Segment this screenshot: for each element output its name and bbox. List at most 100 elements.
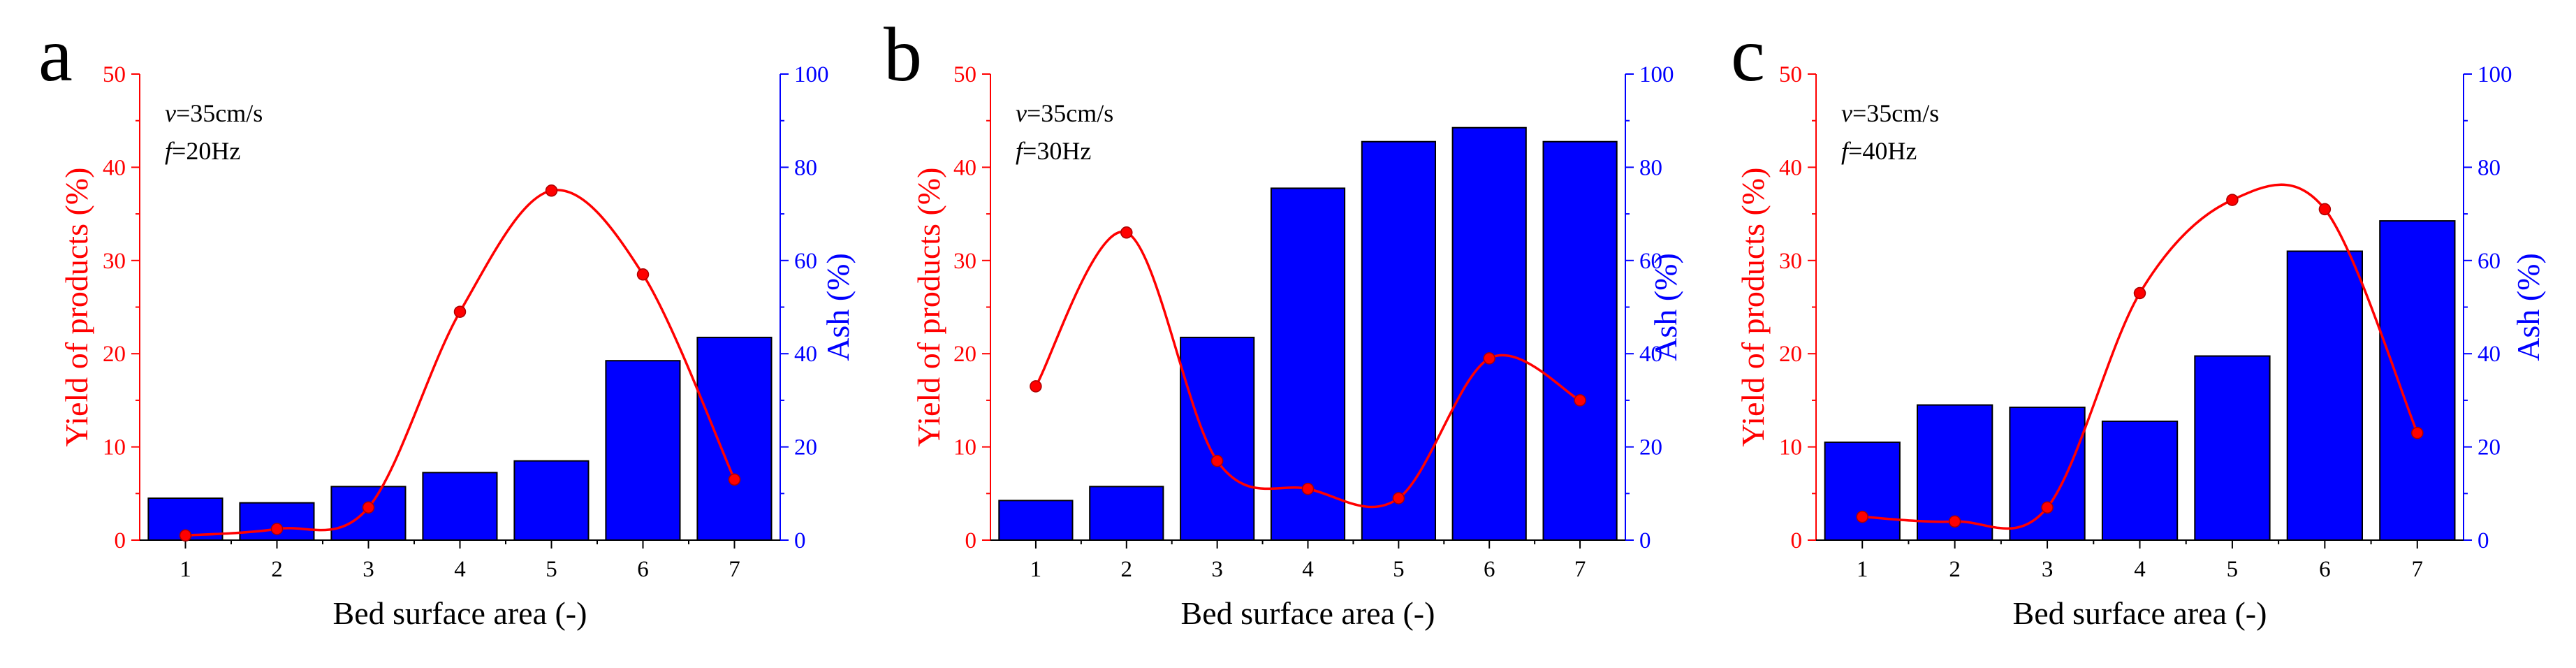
yield-point-7	[728, 473, 741, 486]
yield-point-4	[1301, 482, 1315, 495]
yield-point-3	[2041, 501, 2054, 514]
left-tick-label: 0	[965, 528, 977, 553]
ash-bar-4	[422, 472, 498, 541]
x-tick-label: 3	[363, 557, 374, 582]
x-axis-title: Bed surface area (-)	[2013, 595, 2267, 631]
right-tick-label: 100	[1639, 62, 1674, 87]
left-tick-label: 40	[103, 155, 126, 180]
ash-bar-6	[1451, 126, 1527, 541]
left-tick-label: 50	[103, 62, 126, 87]
right-tick-label: 40	[794, 342, 817, 367]
left-tick-label: 10	[1779, 435, 1802, 460]
right-tick-label: 80	[794, 155, 817, 180]
x-tick-label: 7	[729, 557, 740, 582]
yield-point-4	[453, 305, 467, 318]
ash-bar-6	[605, 360, 681, 541]
x-tick-label: 5	[2227, 557, 2239, 582]
condition-frequency: f=20Hz	[165, 137, 240, 165]
ash-bar-3	[2009, 406, 2086, 542]
yield-point-1	[1856, 510, 1868, 523]
chart-panel-a: a 0 10 20 30 40 50 0 20 40 60 80 100 1 2 3 4 5 6 7 Bed surfa…	[38, 12, 856, 631]
condition-frequency-value: =20Hz	[172, 137, 240, 165]
yield-point-6	[2318, 203, 2332, 216]
yield-point-1	[179, 529, 192, 542]
x-axis-title: Bed surface area (-)	[333, 595, 587, 631]
x-tick-label: 1	[1030, 557, 1042, 582]
right-tick-label: 40	[1639, 342, 1662, 367]
yield-point-6	[636, 268, 650, 281]
right-tick-label: 100	[2478, 62, 2512, 87]
x-axis-title: Bed surface area (-)	[1181, 595, 1435, 631]
right-tick-label: 60	[794, 249, 817, 274]
x-tick-label: 2	[1121, 557, 1133, 582]
left-tick-label: 30	[953, 249, 976, 274]
ash-bar-4	[1270, 187, 1346, 541]
yield-point-2	[270, 523, 284, 535]
condition-velocity: v=35cm/s	[1016, 99, 1113, 127]
right-axis-title: Ash (%)	[2510, 253, 2546, 361]
condition-velocity-symbol: v	[1841, 99, 1852, 127]
x-tick-label: 6	[1484, 557, 1495, 582]
yield-curve	[185, 189, 736, 537]
right-tick-label: 60	[1639, 249, 1662, 274]
yield-point-5	[545, 184, 558, 197]
yield-point-1	[1030, 380, 1042, 393]
ash-bar-1	[1824, 441, 1901, 542]
left-axis-title: Yield of products (%)	[1735, 168, 1771, 447]
condition-frequency: f=40Hz	[1841, 137, 1917, 165]
chart-panel-b: b 0 10 20 30 40 50 0 20 40 60 80 100 1 2 3 4 5 6 7 Bed surfa…	[884, 12, 1683, 631]
right-tick-label: 0	[2478, 528, 2489, 553]
condition-velocity-symbol: v	[1016, 99, 1027, 127]
yield-point-4	[2133, 286, 2146, 300]
left-tick-label: 10	[103, 435, 126, 460]
right-tick-label: 100	[794, 62, 829, 87]
ash-bar-4	[2101, 420, 2179, 542]
panel-letter: b	[884, 12, 922, 97]
ash-bar-5	[513, 460, 590, 541]
condition-velocity: v=35cm/s	[165, 99, 263, 127]
ash-bar-3	[1180, 336, 1255, 541]
x-tick-label: 3	[2042, 557, 2054, 582]
x-tick-label: 3	[1211, 557, 1223, 582]
ash-bar-5	[1361, 140, 1437, 541]
x-tick-label: 2	[271, 557, 283, 582]
ash-bar-7	[1542, 140, 1618, 541]
condition-frequency-value: =40Hz	[1848, 137, 1917, 165]
x-tick-label: 4	[454, 557, 466, 582]
yield-point-7	[2411, 426, 2424, 440]
left-tick-label: 30	[1779, 249, 1802, 274]
condition-velocity-value: =35cm/s	[1852, 99, 1939, 127]
condition-velocity: v=35cm/s	[1841, 99, 1939, 127]
yield-point-6	[1483, 352, 1495, 365]
ash-bar-7	[2379, 220, 2456, 541]
right-tick-label: 20	[2478, 435, 2501, 460]
right-axis-title: Ash (%)	[1648, 253, 1683, 361]
left-tick-label: 10	[953, 435, 976, 460]
right-tick-label: 0	[794, 528, 806, 553]
right-axis-title: Ash (%)	[820, 253, 856, 361]
left-tick-label: 50	[1779, 62, 1802, 87]
right-tick-label: 0	[1639, 528, 1651, 553]
x-tick-label: 5	[1393, 557, 1405, 582]
condition-frequency-value: =30Hz	[1023, 137, 1091, 165]
ash-bar-2	[1089, 486, 1164, 541]
condition-velocity-symbol: v	[165, 99, 176, 127]
right-tick-label: 80	[1639, 155, 1662, 180]
right-tick-label: 40	[2478, 342, 2501, 367]
condition-velocity-value: =35cm/s	[1027, 99, 1113, 127]
x-tick-label: 4	[2134, 557, 2146, 582]
left-tick-label: 0	[1791, 528, 1803, 553]
left-tick-label: 0	[115, 528, 126, 553]
ash-bar-1	[998, 500, 1074, 541]
condition-frequency: f=30Hz	[1016, 137, 1091, 165]
ash-bar-5	[2194, 355, 2271, 541]
x-tick-label: 7	[2412, 557, 2424, 582]
right-tick-label: 20	[1639, 435, 1662, 460]
left-tick-label: 40	[1779, 155, 1802, 180]
yield-point-5	[1392, 492, 1405, 504]
x-tick-label: 1	[180, 557, 191, 582]
left-tick-label: 30	[103, 249, 126, 274]
yield-point-5	[2226, 194, 2239, 206]
yield-point-2	[1120, 226, 1133, 239]
